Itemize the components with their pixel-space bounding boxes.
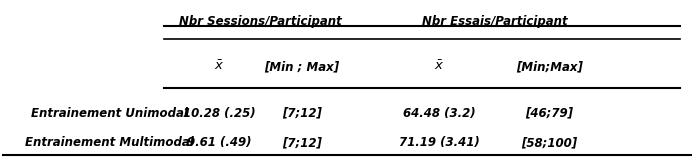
Text: [58;100]: [58;100]	[522, 136, 578, 149]
Text: 9.61 (.49): 9.61 (.49)	[187, 136, 252, 149]
Text: [46;79]: [46;79]	[526, 107, 574, 120]
Text: $\bar{x}$: $\bar{x}$	[215, 60, 224, 73]
Text: $\bar{x}$: $\bar{x}$	[435, 60, 445, 73]
Text: 71.19 (3.41): 71.19 (3.41)	[399, 136, 480, 149]
Text: Nbr Sessions/Participant: Nbr Sessions/Participant	[179, 15, 342, 28]
Text: [7;12]: [7;12]	[282, 136, 322, 149]
Text: [7;12]: [7;12]	[282, 107, 322, 120]
Text: 64.48 (3.2): 64.48 (3.2)	[403, 107, 476, 120]
Text: 10.28 (.25): 10.28 (.25)	[183, 107, 255, 120]
Text: Entrainement Unimodal: Entrainement Unimodal	[31, 107, 188, 120]
Text: [Min;Max]: [Min;Max]	[516, 60, 583, 73]
Text: Entrainement Multimodal: Entrainement Multimodal	[25, 136, 194, 149]
Text: Nbr Essais/Participant: Nbr Essais/Participant	[421, 15, 567, 28]
Text: [Min ; Max]: [Min ; Max]	[264, 60, 340, 73]
